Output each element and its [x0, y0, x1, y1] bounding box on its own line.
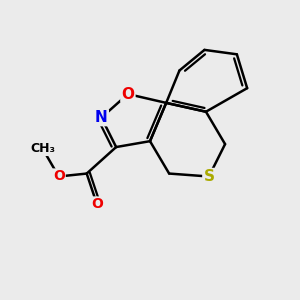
Text: S: S: [203, 169, 214, 184]
Text: O: O: [53, 169, 65, 184]
Text: N: N: [95, 110, 108, 125]
Text: O: O: [91, 197, 103, 212]
Text: CH₃: CH₃: [30, 142, 55, 155]
Text: O: O: [122, 87, 134, 102]
